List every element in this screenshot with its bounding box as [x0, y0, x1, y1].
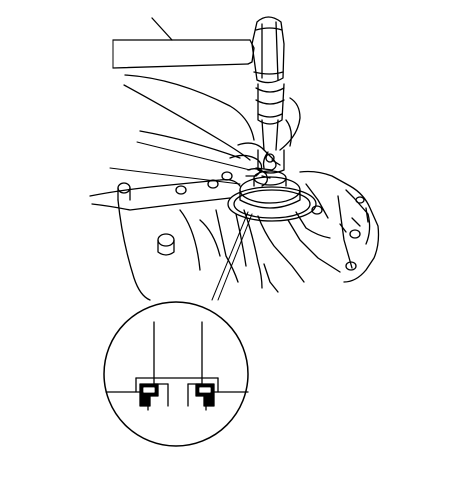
hammer	[112, 16, 285, 84]
driver-attachment	[239, 170, 301, 209]
leader-lines	[109, 141, 253, 301]
hammer-handle	[112, 39, 251, 69]
transmission-housing	[89, 170, 380, 301]
oil-seal	[227, 186, 317, 222]
driver-handle	[255, 83, 285, 174]
detail-magnifier	[103, 301, 249, 447]
hammer-head	[251, 16, 285, 84]
